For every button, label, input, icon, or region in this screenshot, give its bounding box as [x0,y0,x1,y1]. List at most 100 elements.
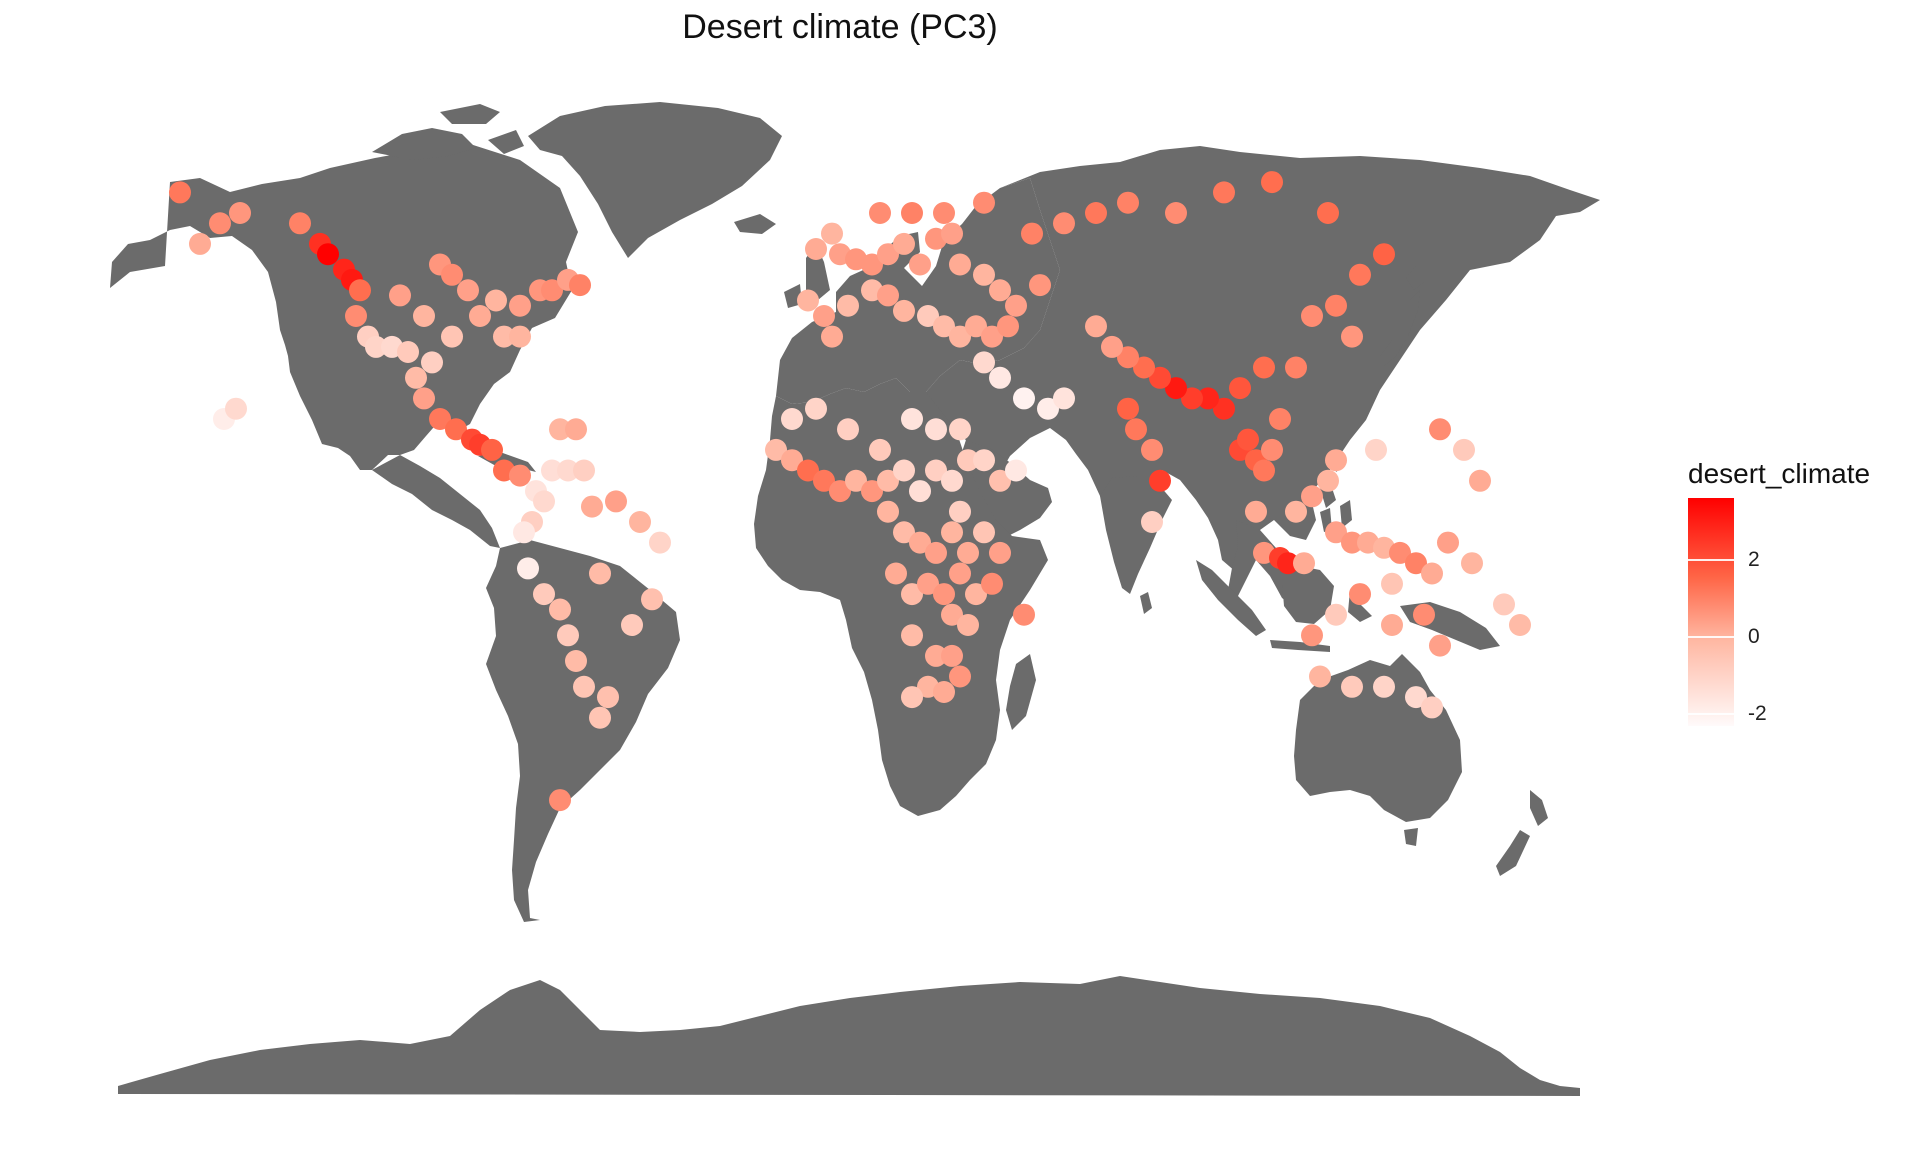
data-point [949,253,971,276]
data-point [973,521,995,544]
data-point [797,459,819,482]
data-point [1429,418,1451,441]
data-point [1117,191,1139,214]
data-point [421,351,443,374]
data-point [509,325,531,348]
data-point [365,335,387,358]
british-isles [784,244,830,308]
data-point [1125,418,1147,441]
data-point [941,469,963,492]
data-point [917,572,939,595]
world-map [110,102,1600,1096]
data-point [901,686,923,709]
data-point [1341,531,1363,554]
data-point [949,665,971,688]
data-point [565,418,587,441]
data-point [441,325,463,348]
data-point [345,305,367,327]
sri-lanka [1140,592,1152,614]
data-point [429,408,451,430]
land-masses [110,102,1600,1096]
data-point [1053,387,1075,410]
data-point [1229,377,1251,400]
data-point [1421,696,1443,719]
data-point [445,418,467,441]
data-point [1509,614,1531,636]
data-point [589,706,611,729]
data-point [1029,274,1051,297]
data-point [925,459,947,482]
data-point [1261,171,1283,194]
data-point [1317,202,1339,224]
data-point [405,366,427,389]
central-america-landmass [372,455,500,548]
data-point [1461,552,1483,575]
data-point [557,624,579,647]
data-point [1269,408,1291,430]
philippines [1320,448,1352,532]
legend-tick-label: 0 [1748,625,1760,649]
legend-tick-label: 2 [1748,547,1760,571]
data-point [1133,356,1155,379]
data-point [981,325,1003,348]
data-point [933,681,955,703]
data-point [901,202,923,224]
data-point [549,789,571,812]
data-point [781,408,803,430]
data-point [957,541,979,564]
data-point [169,181,191,204]
data-point [1005,294,1027,317]
java [1270,640,1330,652]
data-point [317,243,339,266]
data-point [469,305,491,327]
data-point [1429,634,1451,657]
data-point [893,299,915,322]
data-point [949,500,971,523]
data-point [1325,294,1347,317]
data-point [917,305,939,327]
data-point [1197,387,1219,410]
data-point [1325,521,1347,544]
legend-tick-mark [1688,636,1734,639]
data-point [869,202,891,224]
data-point [621,614,643,636]
data-point [1037,397,1059,420]
arctic-islands [372,104,524,160]
borneo [1282,566,1334,624]
data-point [1237,428,1259,451]
data-point [1013,603,1035,626]
data-point [1141,438,1163,461]
data-point [877,243,899,266]
data-point [989,366,1011,389]
data-point [941,644,963,667]
data-point [1285,500,1307,523]
data-point [973,263,995,286]
data-point [509,464,531,487]
data-point [837,418,859,441]
color-legend: desert_climate 2 0 -2 [1688,458,1908,726]
data-point [1181,387,1203,410]
data-point [493,325,515,348]
data-point [813,469,835,492]
data-point [957,614,979,636]
data-point [1405,686,1427,709]
data-point [641,588,663,611]
data-point [997,315,1019,338]
data-point [901,408,923,430]
data-point [1301,624,1323,647]
data-point [1165,377,1187,400]
data-point [877,284,899,307]
data-point [1405,552,1427,575]
data-point [1085,315,1107,338]
data-point [1253,459,1275,482]
data-point [989,279,1011,302]
data-point [1381,572,1403,595]
map-title: Desert climate (PC3) [682,8,998,46]
data-point [1381,614,1403,636]
data-point [941,521,963,544]
data-point [869,438,891,461]
asia-landmass [914,146,1600,572]
data-point [1413,603,1435,626]
data-point [541,279,563,302]
data-points [169,171,1531,812]
